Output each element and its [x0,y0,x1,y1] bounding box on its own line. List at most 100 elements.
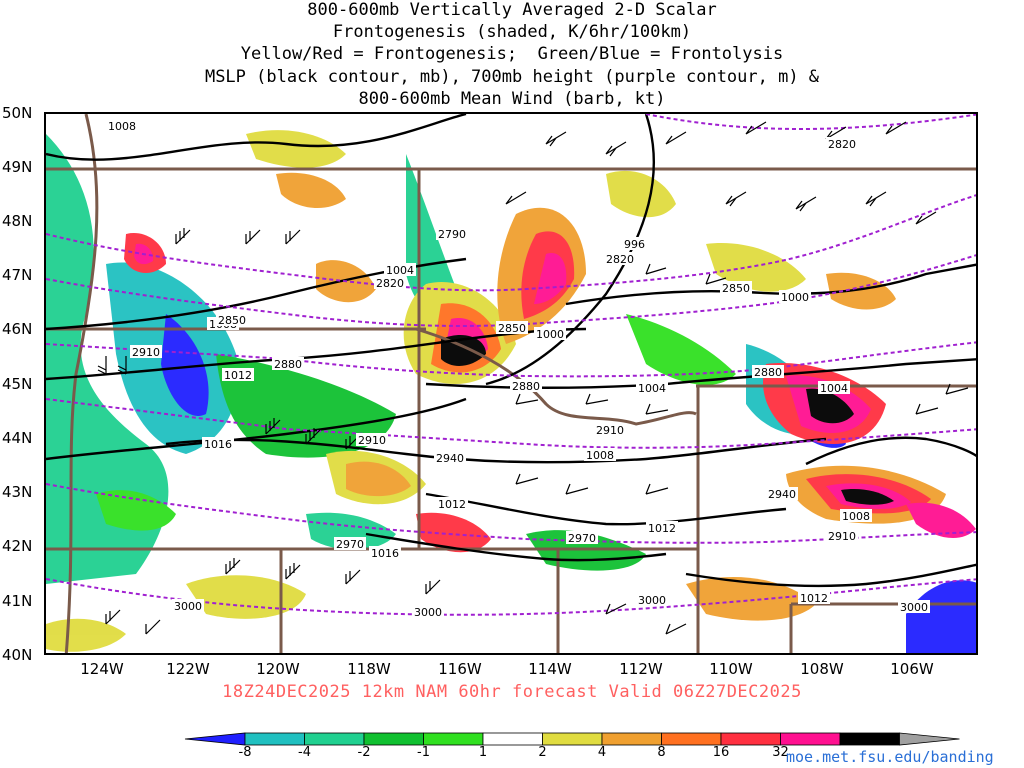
height-label: 2880 [272,357,304,371]
mslp-label: 996 [622,237,648,251]
colorbar-box [661,732,722,746]
lat-label-49n: 49N [2,158,33,176]
colorbar-tick-label: 4 [597,745,607,760]
mslp-label: 1000 [534,327,566,341]
height-label: 3000 [636,593,668,607]
mslp-label: 1012 [436,497,468,511]
svg-text:1012: 1012 [648,522,676,535]
colorbar-tick-label: 16 [712,745,730,760]
colorbar-tick-label: -8 [238,745,252,760]
svg-text:2850: 2850 [498,322,526,335]
svg-text:1004: 1004 [638,382,666,395]
colorbar-box [482,732,543,746]
lon-label-114w: 114W [528,660,572,678]
svg-text:2880: 2880 [754,366,782,379]
lon-label-108w: 108W [800,660,844,678]
height-label: 2940 [766,487,798,501]
height-label: 2850 [496,321,528,335]
colorbar-box [839,732,900,746]
colorbar-tick-label: -4 [298,745,311,760]
svg-text:2910: 2910 [358,434,386,447]
height-label: 2820 [826,137,858,151]
svg-text:3000: 3000 [900,601,928,614]
colorbar-box [542,732,603,746]
height-label: 2910 [356,433,388,447]
svg-text:1000: 1000 [536,328,564,341]
height-label: 3000 [172,599,204,613]
svg-text:3000: 3000 [638,594,666,607]
svg-text:1012: 1012 [224,369,252,382]
height-label: 2820 [604,252,636,266]
svg-text:2910: 2910 [132,346,160,359]
lat-label-48n: 48N [2,212,33,230]
lat-label-47n: 47N [2,266,33,284]
colorbar-tick-label: 8 [657,745,666,760]
lon-label-120w: 120W [256,660,300,678]
forecast-valid-line: 18Z24DEC2025 12km NAM 60hr forecast Vali… [222,682,802,702]
height-labels: 2820 2790 2820 2850 2850 2880 2910 2880 … [130,137,930,619]
lat-label-44n: 44N [2,429,33,447]
svg-text:3000: 3000 [414,606,442,619]
height-contours [46,114,976,616]
colorbar-arrow-right [899,732,960,746]
lon-label-118w: 118W [347,660,391,678]
mslp-labels: 1008 1004 1000 996 1008 1012 1016 1004 1… [106,119,872,605]
svg-text:2940: 2940 [768,488,796,501]
height-label: 2850 [216,313,248,327]
lon-label-110w: 110W [709,660,753,678]
height-label: 2970 [566,531,598,545]
lon-label-122w: 122W [166,660,210,678]
lat-label-42n: 42N [2,537,33,555]
svg-text:2880: 2880 [512,380,540,393]
svg-text:1000: 1000 [781,291,809,304]
svg-text:2820: 2820 [828,138,856,151]
height-label: 2820 [374,276,406,290]
mslp-label: 1004 [384,263,416,277]
lon-label-106w: 106W [890,660,934,678]
colorbar-tick-label: 1 [478,745,488,760]
lat-label-41n: 41N [2,592,33,610]
colorbar-tick-label: -2 [357,745,371,760]
colorbar-box [601,732,662,746]
colorbar-boxes [184,732,960,746]
height-label: 2880 [752,365,784,379]
svg-text:2820: 2820 [376,277,404,290]
colorbar-box [720,732,781,746]
height-label: 2940 [434,451,466,465]
svg-text:1008: 1008 [586,449,614,462]
svg-text:2970: 2970 [336,538,364,551]
svg-text:1012: 1012 [800,592,828,605]
lon-label-124w: 124W [80,660,124,678]
svg-text:1012: 1012 [438,498,466,511]
colorbar-tick-label: -1 [417,745,430,760]
mslp-label: 1008 [840,509,872,523]
svg-text:1008: 1008 [108,120,136,133]
title-line-5: 800-600mb Mean Wind (barb, kt) [358,89,666,109]
mslp-label: 1008 [106,119,138,133]
title-line-2: Frontogenesis (shaded, K/6hr/100km) [332,22,692,42]
source-credit: moe.met.fsu.edu/banding [786,748,994,766]
lat-label-50n: 50N [2,104,33,122]
colorbar-arrow-left [184,732,246,746]
height-label: 2970 [334,537,366,551]
colorbar-tick-label: 2 [538,745,547,760]
lon-label-112w: 112W [619,660,663,678]
svg-text:2850: 2850 [722,282,750,295]
height-label: 3000 [412,605,444,619]
height-label: 2910 [594,423,626,437]
mslp-label: 1012 [646,521,678,535]
height-label: 2880 [510,379,542,393]
idaho-montana-divide [415,327,697,426]
colorbar-box [363,732,424,746]
lat-label-45n: 45N [2,375,33,393]
mslp-label: 1008 [584,448,616,462]
height-label: 2910 [826,529,858,543]
svg-text:1004: 1004 [386,264,414,277]
title-line-1: 800-600mb Vertically Averaged 2-D Scalar [307,0,717,20]
svg-text:2970: 2970 [568,532,596,545]
svg-text:2790: 2790 [438,228,466,241]
mslp-label: 1000 [779,290,811,304]
height-label: 2790 [436,227,468,241]
mslp-label: 1012 [798,591,830,605]
height-label: 2910 [130,345,162,359]
